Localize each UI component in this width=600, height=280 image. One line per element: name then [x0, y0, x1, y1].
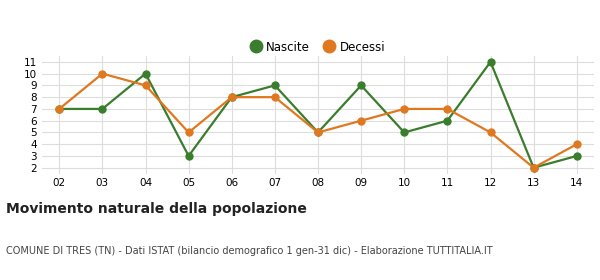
Nascite — [530, 166, 537, 169]
Line: Nascite: Nascite — [56, 59, 580, 171]
Decessi — [444, 107, 451, 111]
Decessi — [228, 95, 235, 99]
Decessi — [185, 131, 192, 134]
Nascite — [444, 119, 451, 122]
Decessi — [142, 84, 149, 87]
Line: Decessi: Decessi — [56, 70, 580, 171]
Nascite — [358, 84, 365, 87]
Decessi — [314, 131, 322, 134]
Nascite — [56, 107, 63, 111]
Decessi — [573, 143, 580, 146]
Decessi — [271, 95, 278, 99]
Nascite — [142, 72, 149, 75]
Decessi — [358, 119, 365, 122]
Nascite — [314, 131, 322, 134]
Nascite — [487, 60, 494, 64]
Decessi — [56, 107, 63, 111]
Decessi — [401, 107, 408, 111]
Decessi — [530, 166, 537, 169]
Legend: Nascite, Decessi: Nascite, Decessi — [246, 36, 390, 59]
Nascite — [401, 131, 408, 134]
Nascite — [99, 107, 106, 111]
Text: COMUNE DI TRES (TN) - Dati ISTAT (bilancio demografico 1 gen-31 dic) - Elaborazi: COMUNE DI TRES (TN) - Dati ISTAT (bilanc… — [6, 246, 493, 256]
Nascite — [228, 95, 235, 99]
Text: Movimento naturale della popolazione: Movimento naturale della popolazione — [6, 202, 307, 216]
Nascite — [573, 154, 580, 158]
Nascite — [185, 154, 192, 158]
Decessi — [487, 131, 494, 134]
Nascite — [271, 84, 278, 87]
Decessi — [99, 72, 106, 75]
